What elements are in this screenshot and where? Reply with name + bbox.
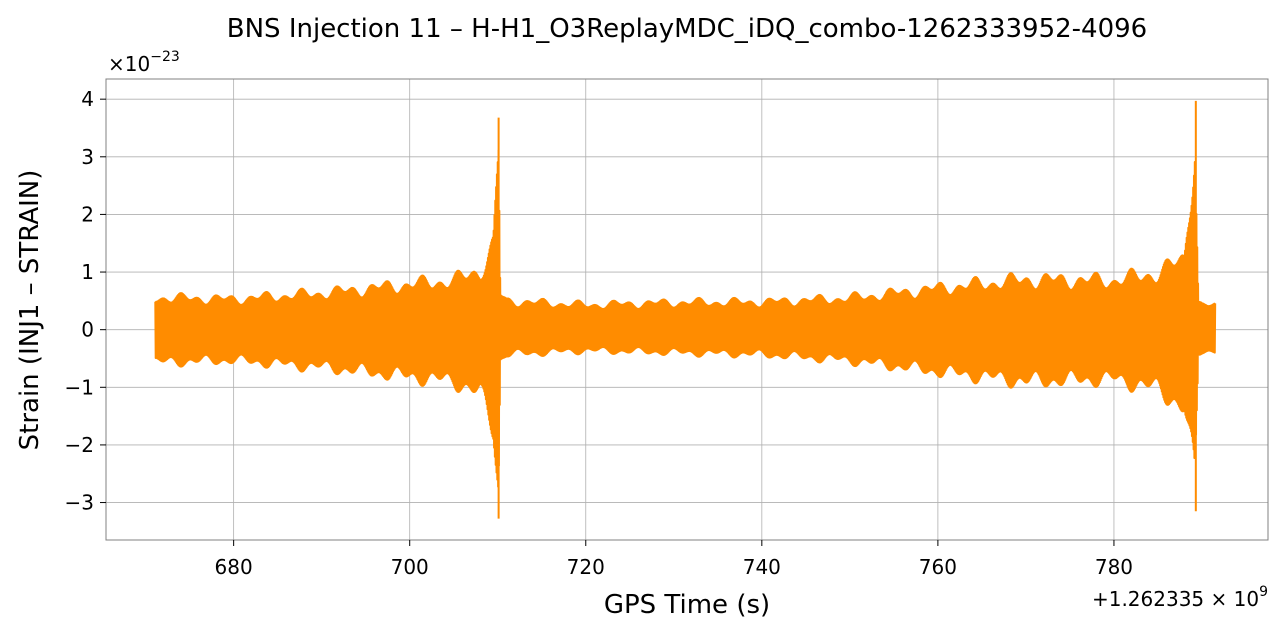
plot-area xyxy=(154,100,1217,519)
y-tick-label: 2 xyxy=(81,202,94,226)
y-scale-label: ×10−23 xyxy=(108,49,180,76)
axes-frame xyxy=(105,78,1269,541)
x-offset-label: +1.262335 × 109 xyxy=(1092,584,1268,611)
x-tick-label: 780 xyxy=(1095,555,1133,579)
x-tick-label: 760 xyxy=(919,555,957,579)
y-tick-label: −1 xyxy=(65,375,94,399)
x-tick-label: 700 xyxy=(391,555,429,579)
x-tick-label: 720 xyxy=(567,555,605,579)
x-tick-label: 680 xyxy=(215,555,253,579)
x-tick-label: 740 xyxy=(743,555,781,579)
y-axis-label: Strain (INJ1 – STRAIN) xyxy=(15,170,45,451)
y-ticks: −3 −2 −1 0 1 2 3 4 xyxy=(65,87,106,515)
y-tick-label: 1 xyxy=(81,260,94,284)
y-tick-label: 4 xyxy=(81,87,94,111)
y-tick-label: −3 xyxy=(65,491,94,515)
x-axis-label: GPS Time (s) xyxy=(604,590,770,620)
chart-title: BNS Injection 11 – H-H1_O3ReplayMDC_iDQ_… xyxy=(227,14,1147,44)
y-tick-label: 0 xyxy=(81,318,94,342)
strain-series-line xyxy=(154,100,1217,519)
y-tick-label: 3 xyxy=(81,145,94,169)
x-ticks: 680 700 720 740 760 780 xyxy=(215,540,1133,579)
y-tick-label: −2 xyxy=(65,433,94,457)
